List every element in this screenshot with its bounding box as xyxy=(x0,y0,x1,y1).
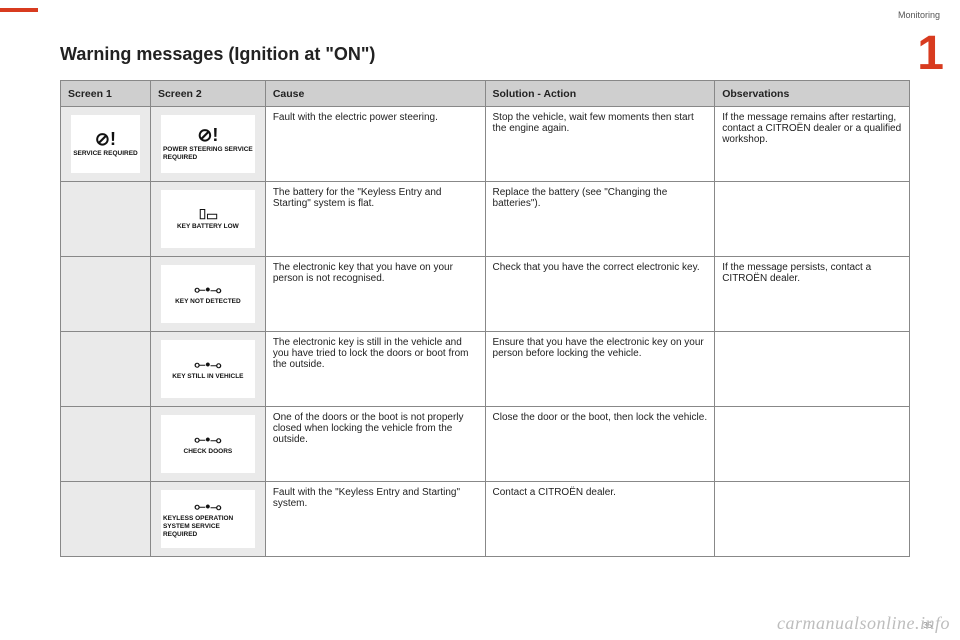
screen2-label: KEY BATTERY LOW xyxy=(177,223,239,231)
obs-cell: If the message remains after restarting,… xyxy=(715,107,910,182)
key-icon: ⟜•⊸ xyxy=(194,282,221,296)
solution-cell: Ensure that you have the electronic key … xyxy=(485,332,715,407)
key-icon: ⟜•⊸ xyxy=(194,432,221,446)
battery-icon: ⌷▭ xyxy=(198,207,217,221)
obs-cell xyxy=(715,482,910,557)
solution-cell: Close the door or the boot, then lock th… xyxy=(485,407,715,482)
page-title: Warning messages (Ignition at "ON") xyxy=(60,44,375,65)
screen2-label: POWER STEERING SERVICE REQUIRED xyxy=(163,146,253,162)
screen2-cell: ⟜•⊸ KEY STILL IN VEHICLE xyxy=(150,332,265,407)
watermark: carmanualsonline.info xyxy=(777,613,950,634)
screen2-cell: ⟜•⊸ KEY NOT DETECTED xyxy=(150,257,265,332)
cause-cell: One of the doors or the boot is not prop… xyxy=(265,407,485,482)
chapter-number: 1 xyxy=(917,30,944,78)
table-header-row: Screen 1 Screen 2 Cause Solution - Actio… xyxy=(61,81,910,107)
col-solution: Solution - Action xyxy=(485,81,715,107)
accent-bar xyxy=(0,8,38,12)
cause-cell: The electronic key that you have on your… xyxy=(265,257,485,332)
screen1-cell xyxy=(61,182,151,257)
table-row: ⟜•⊸ CHECK DOORS One of the doors or the … xyxy=(61,407,910,482)
col-screen2: Screen 2 xyxy=(150,81,265,107)
obs-cell xyxy=(715,182,910,257)
screen2-cell: ⌷▭ KEY BATTERY LOW xyxy=(150,182,265,257)
screen1-cell xyxy=(61,407,151,482)
screen1-cell xyxy=(61,332,151,407)
cause-cell: The battery for the "Keyless Entry and S… xyxy=(265,182,485,257)
table-row: ⟜•⊸ KEY NOT DETECTED The electronic key … xyxy=(61,257,910,332)
obs-cell xyxy=(715,407,910,482)
screen2-label: KEY NOT DETECTED xyxy=(175,298,241,306)
steering-icon: ⊘! xyxy=(95,130,116,148)
col-screen1: Screen 1 xyxy=(61,81,151,107)
key-icon: ⟜•⊸ xyxy=(194,357,221,371)
key-icon: ⟜•⊸ xyxy=(194,499,221,513)
col-cause: Cause xyxy=(265,81,485,107)
screen1-cell xyxy=(61,482,151,557)
solution-cell: Stop the vehicle, wait few moments then … xyxy=(485,107,715,182)
screen2-label: KEYLESS OPERATION SYSTEM SERVICE REQUIRE… xyxy=(163,515,253,538)
cause-cell: Fault with the electric power steering. xyxy=(265,107,485,182)
table-row: ⟜•⊸ KEYLESS OPERATION SYSTEM SERVICE REQ… xyxy=(61,482,910,557)
screen2-label: CHECK DOORS xyxy=(184,448,233,456)
table-row: ⟜•⊸ KEY STILL IN VEHICLE The electronic … xyxy=(61,332,910,407)
cause-cell: Fault with the "Keyless Entry and Starti… xyxy=(265,482,485,557)
screen2-cell: ⊘! POWER STEERING SERVICE REQUIRED xyxy=(150,107,265,182)
col-observations: Observations xyxy=(715,81,910,107)
cause-cell: The electronic key is still in the vehic… xyxy=(265,332,485,407)
steering-icon: ⊘! xyxy=(197,126,218,144)
screen2-cell: ⟜•⊸ CHECK DOORS xyxy=(150,407,265,482)
table-row: ⊘! SERVICE REQUIRED ⊘! POWER STEERING SE… xyxy=(61,107,910,182)
warning-table: Screen 1 Screen 2 Cause Solution - Actio… xyxy=(60,80,910,557)
table-row: ⌷▭ KEY BATTERY LOW The battery for the "… xyxy=(61,182,910,257)
screen2-cell: ⟜•⊸ KEYLESS OPERATION SYSTEM SERVICE REQ… xyxy=(150,482,265,557)
solution-cell: Check that you have the correct electron… xyxy=(485,257,715,332)
screen1-cell: ⊘! SERVICE REQUIRED xyxy=(61,107,151,182)
screen2-label: KEY STILL IN VEHICLE xyxy=(172,373,243,381)
obs-cell xyxy=(715,332,910,407)
screen1-cell xyxy=(61,257,151,332)
obs-cell: If the message persists, contact a CITRO… xyxy=(715,257,910,332)
solution-cell: Contact a CITROËN dealer. xyxy=(485,482,715,557)
solution-cell: Replace the battery (see "Changing the b… xyxy=(485,182,715,257)
section-label: Monitoring xyxy=(898,10,940,20)
screen1-label: SERVICE REQUIRED xyxy=(73,150,138,158)
